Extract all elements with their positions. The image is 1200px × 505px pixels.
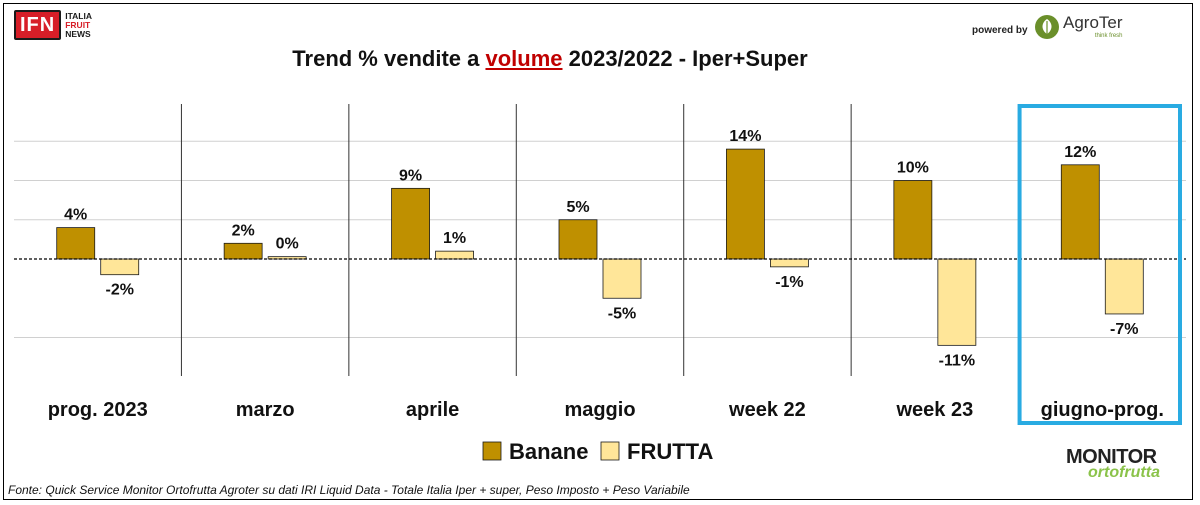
data-label: 2% xyxy=(232,222,255,239)
data-label: 10% xyxy=(897,160,929,177)
data-label: 1% xyxy=(443,230,466,247)
ifn-logo: IFN ITALIA FRUIT NEWS xyxy=(14,10,92,40)
bar-frutta xyxy=(267,256,307,260)
agroter-name: AgroTer xyxy=(1063,12,1123,32)
ifn-logo-text: ITALIA FRUIT NEWS xyxy=(65,10,92,39)
category-label: maggio xyxy=(564,399,635,421)
category-label: marzo xyxy=(236,399,295,421)
bar-banane xyxy=(1060,164,1100,260)
ifn-logo-mark: IFN xyxy=(14,10,62,40)
bar-banane xyxy=(558,219,598,260)
chart-title-suffix: 2023/2022 - Iper+Super xyxy=(562,46,808,71)
data-label: 9% xyxy=(399,167,422,184)
bar-banane xyxy=(726,148,765,260)
data-label: 0% xyxy=(276,236,299,253)
bar-banane xyxy=(223,242,263,260)
legend-label: FRUTTA xyxy=(627,439,713,464)
bar-frutta xyxy=(1104,258,1144,315)
data-label: -11% xyxy=(939,352,975,369)
monitor-logo-bottom: ortofrutta xyxy=(1088,464,1160,481)
bar-frutta xyxy=(100,258,140,276)
category-label: giugno-prog. xyxy=(1041,399,1164,421)
data-label: 14% xyxy=(729,128,761,145)
chart-title-prefix: Trend % vendite a xyxy=(292,46,486,71)
data-label: -7% xyxy=(1110,321,1138,338)
source-note: Fonte: Quick Service Monitor Ortofrutta … xyxy=(8,483,690,497)
data-label: 4% xyxy=(64,207,87,224)
bar-frutta xyxy=(602,258,642,299)
agroter-logo: AgroTer think fresh xyxy=(1034,14,1123,40)
data-label: -5% xyxy=(608,305,636,322)
bar-frutta xyxy=(435,250,474,260)
category-label: aprile xyxy=(406,399,459,421)
chart-frame xyxy=(3,3,1193,500)
category-label: prog. 2023 xyxy=(48,399,148,421)
agroter-leaf-icon xyxy=(1035,15,1059,39)
legend-swatch-frutta xyxy=(600,441,620,461)
bar-banane xyxy=(56,227,96,260)
highlight-box xyxy=(1017,104,1182,425)
powered-by-label: powered by xyxy=(972,25,1028,36)
bar-banane xyxy=(391,187,430,260)
bar-banane xyxy=(893,180,933,260)
data-label: 5% xyxy=(566,199,589,216)
data-label: -1% xyxy=(775,274,803,291)
bar-frutta xyxy=(937,258,977,346)
monitor-logo-top: MONITOR xyxy=(1066,446,1157,468)
chart-title: Trend % vendite a volume 2023/2022 - Ipe… xyxy=(0,46,1100,72)
ifn-logo-line2: FRUIT xyxy=(65,19,91,30)
legend-swatch-banane xyxy=(482,441,502,461)
legend-label: Banane xyxy=(509,439,588,464)
category-label: week 23 xyxy=(895,399,973,421)
data-label: 12% xyxy=(1064,144,1096,161)
bar-frutta xyxy=(770,258,809,268)
agroter-tagline: think fresh xyxy=(1094,32,1123,39)
category-label: week 22 xyxy=(728,399,806,421)
data-label: -2% xyxy=(105,282,133,299)
ifn-logo-line1: ITALIA xyxy=(65,10,92,21)
chart-title-highlight: volume xyxy=(485,46,563,71)
monitor-ortofrutta-logo: MONITOR ortofrutta xyxy=(1066,446,1184,481)
ifn-logo-line3: NEWS xyxy=(65,28,91,39)
